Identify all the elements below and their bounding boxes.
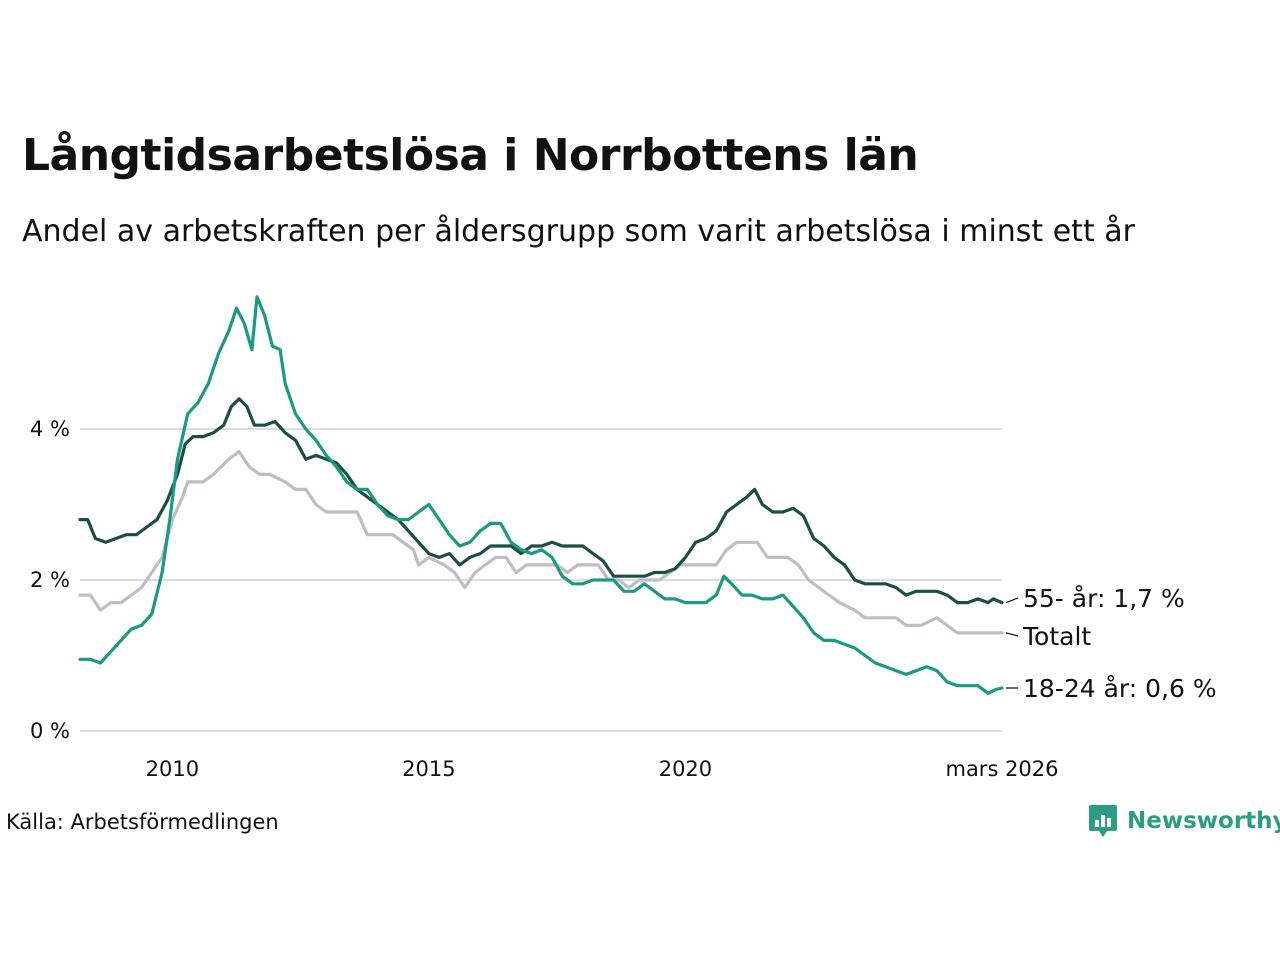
y-tick-label: 0 % bbox=[30, 719, 70, 743]
series-line-18-24-r bbox=[78, 295, 1004, 695]
y-tick-label: 2 % bbox=[30, 568, 70, 592]
gridlines bbox=[80, 428, 1002, 732]
x-tick-label: mars 2026 bbox=[945, 757, 1058, 781]
x-tick-label: 2020 bbox=[659, 757, 712, 781]
brand-logo: Newsworthy bbox=[1088, 803, 1280, 839]
series-line-55-r bbox=[78, 397, 1004, 605]
y-axis-ticks: 0 % 2 % 4 % bbox=[30, 417, 70, 743]
y-tick-label: 4 % bbox=[30, 417, 70, 441]
end-label-totalt: Totalt bbox=[1022, 622, 1091, 651]
series-lines bbox=[78, 295, 1004, 695]
end-label-connector bbox=[1005, 597, 1019, 604]
chart-subtitle: Andel av arbetskraften per åldersgrupp s… bbox=[22, 214, 1135, 249]
bar-chart-speech-bubble-icon bbox=[1089, 805, 1117, 837]
series-line-totalt bbox=[78, 450, 1004, 635]
end-label-55-r: 55- år: 1,7 % bbox=[1023, 584, 1185, 613]
x-axis-ticks: 2010 2015 2020 mars 2026 bbox=[146, 757, 1059, 781]
chart-title: Långtidsarbetslösa i Norrbottens län bbox=[22, 130, 919, 181]
end-label-connector bbox=[1005, 632, 1019, 637]
end-label-18-24-r: 18-24 år: 0,6 % bbox=[1023, 674, 1217, 703]
line-chart: 0 % 2 % 4 % 2010 2015 2020 mars 2026 Totalt 55… bbox=[30, 295, 1217, 781]
brand-name: Newsworthy bbox=[1127, 808, 1280, 834]
x-tick-label: 2010 bbox=[146, 757, 199, 781]
end-labels: Totalt 55- år: 1,7 % 18-24 år: 0,6 % bbox=[1005, 584, 1217, 703]
x-tick-label: 2015 bbox=[402, 757, 455, 781]
source-note: Källa: Arbetsförmedlingen bbox=[6, 810, 279, 834]
